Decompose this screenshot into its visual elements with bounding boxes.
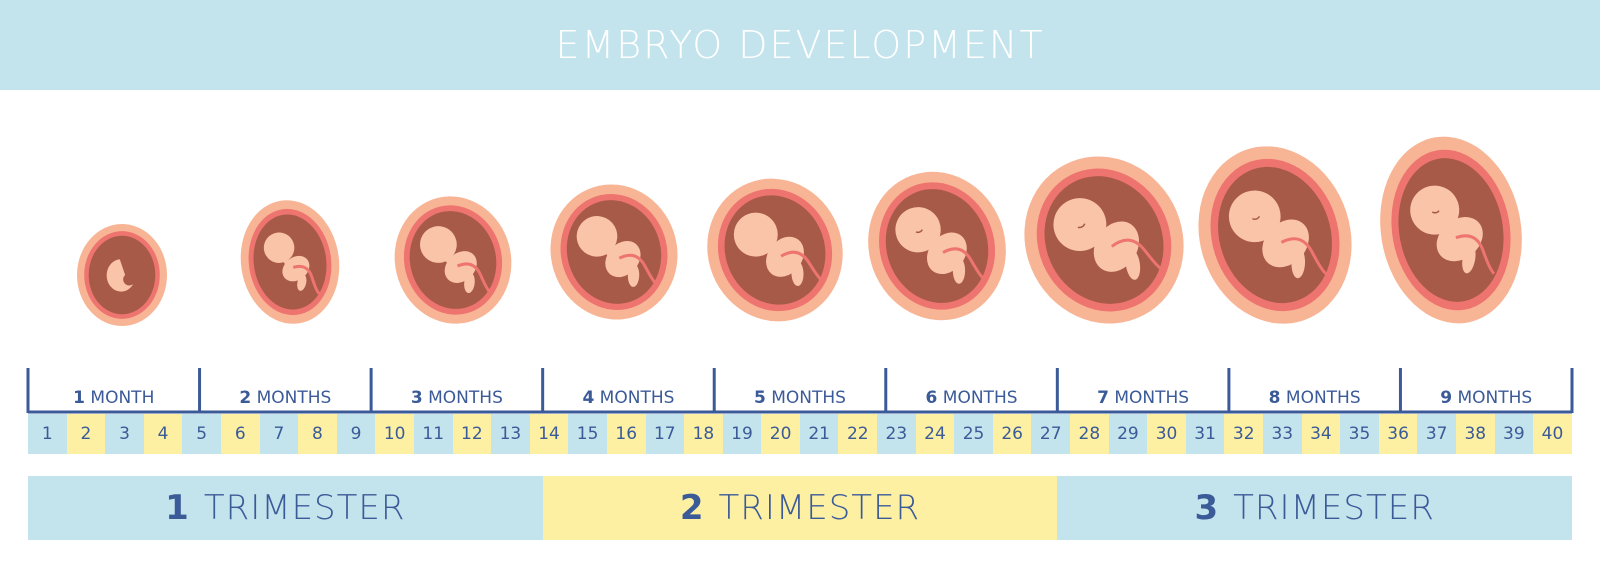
week-cell-14: 14: [529, 414, 569, 454]
title-banner: EMBRYO DEVELOPMENT: [0, 0, 1600, 90]
month-word: MONTHS: [765, 388, 846, 408]
week-cell-15: 15: [568, 414, 607, 454]
week-cell-11: 11: [413, 414, 453, 454]
week-cell-25: 25: [954, 414, 993, 454]
month-number: 3: [410, 388, 423, 408]
week-cell-23: 23: [877, 414, 916, 454]
embryo-month-8-icon: [1198, 146, 1352, 324]
week-cell-24: 24: [915, 414, 955, 454]
week-cell-8: 8: [298, 414, 337, 454]
week-cell-3: 3: [105, 414, 144, 454]
week-cell-21: 21: [799, 414, 839, 454]
week-cell-31: 31: [1185, 414, 1225, 454]
month-number: 9: [1440, 388, 1453, 408]
month-number: 5: [754, 388, 766, 408]
month-word: MONTHS: [251, 388, 332, 408]
week-cell-19: 19: [722, 414, 762, 454]
month-label-1: 1 MONTH: [28, 386, 200, 410]
month-label-4: 4 MONTHS: [543, 386, 715, 410]
embryo-month-4-icon: [550, 184, 678, 320]
trimester-2: 2 TRIMESTER: [542, 476, 1058, 540]
trimester-3: 3 TRIMESTER: [1057, 476, 1573, 540]
month-word: MONTHS: [594, 388, 675, 408]
embryo-month-7-icon: [1024, 156, 1184, 324]
embryo-month-3-icon: [394, 196, 512, 324]
week-cell-13: 13: [491, 414, 530, 454]
week-cell-35: 35: [1340, 414, 1379, 454]
embryo-month-9-icon: [1380, 136, 1522, 324]
embryo-month-1-icon: [77, 224, 167, 326]
week-cell-40: 40: [1533, 414, 1572, 454]
month-word: MONTH: [85, 388, 155, 408]
month-label-8: 8 MONTHS: [1229, 386, 1401, 410]
week-cell-10: 10: [375, 414, 414, 454]
week-cell-22: 22: [838, 414, 878, 454]
week-cell-27: 27: [1031, 414, 1071, 454]
month-label-7: 7 MONTHS: [1057, 386, 1229, 410]
week-strip: 1 2 3 4 5 6 7 8 9 10 11 12 13 14 15 16 17 18 19 20 21 22 23 24 2…: [28, 414, 1572, 454]
embryo-month-6-icon: [868, 171, 1006, 321]
month-word: MONTHS: [1452, 388, 1533, 408]
month-label-6: 6 MONTHS: [886, 386, 1058, 410]
embryo-month-5-icon: [707, 178, 843, 322]
month-number: 2: [239, 388, 252, 408]
week-cell-34: 34: [1301, 414, 1341, 454]
trimester-number: 2: [679, 488, 705, 528]
week-cell-12: 12: [452, 414, 492, 454]
week-cell-36: 36: [1378, 414, 1418, 454]
week-cell-2: 2: [66, 414, 106, 454]
embryo-month-2-icon: [240, 200, 340, 324]
week-cell-6: 6: [220, 414, 260, 454]
trimester-word: TRIMESTER: [718, 488, 921, 528]
trimester-1: 1 TRIMESTER: [28, 476, 543, 540]
week-cell-39: 39: [1494, 414, 1534, 454]
week-cell-18: 18: [684, 414, 723, 454]
week-cell-17: 17: [645, 414, 685, 454]
trimester-word: TRIMESTER: [1233, 488, 1435, 528]
page-title: EMBRYO DEVELOPMENT: [555, 23, 1045, 67]
week-cell-16: 16: [606, 414, 646, 454]
month-number: 7: [1097, 388, 1109, 408]
week-cell-38: 38: [1455, 414, 1495, 454]
week-cell-9: 9: [336, 414, 376, 454]
month-label-5: 5 MONTHS: [714, 386, 886, 410]
week-cell-5: 5: [182, 414, 221, 454]
week-cell-20: 20: [761, 414, 800, 454]
week-cell-26: 26: [992, 414, 1032, 454]
week-cell-30: 30: [1147, 414, 1186, 454]
month-number: 4: [582, 388, 595, 408]
month-word: MONTHS: [1280, 388, 1361, 408]
embryo-illustrations: [77, 136, 1522, 326]
week-cell-28: 28: [1070, 414, 1109, 454]
week-cell-1: 1: [28, 414, 67, 454]
week-cell-32: 32: [1224, 414, 1263, 454]
trimester-word: TRIMESTER: [203, 488, 406, 528]
week-cell-37: 37: [1417, 414, 1456, 454]
month-label-2: 2 MONTHS: [200, 386, 372, 410]
week-cell-4: 4: [143, 414, 183, 454]
month-word: MONTHS: [422, 388, 503, 408]
month-label-9: 9 MONTHS: [1400, 386, 1572, 410]
month-number: 1: [73, 388, 86, 408]
month-label-3: 3 MONTHS: [371, 386, 543, 410]
month-number: 6: [925, 388, 938, 408]
week-cell-29: 29: [1108, 414, 1148, 454]
week-cell-7: 7: [259, 414, 299, 454]
trimester-number: 1: [165, 488, 190, 528]
trimester-number: 3: [1194, 488, 1220, 528]
trimester-bar: 1 TRIMESTER 2 TRIMESTER 3 TRIMESTER: [28, 476, 1573, 540]
month-word: MONTHS: [937, 388, 1018, 408]
week-cell-33: 33: [1263, 414, 1302, 454]
month-number: 8: [1268, 388, 1281, 408]
month-word: MONTHS: [1108, 388, 1190, 408]
